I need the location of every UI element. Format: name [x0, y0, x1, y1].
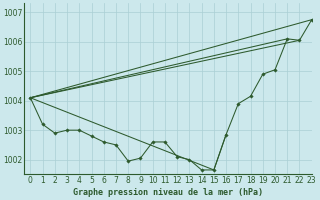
X-axis label: Graphe pression niveau de la mer (hPa): Graphe pression niveau de la mer (hPa): [73, 188, 263, 197]
